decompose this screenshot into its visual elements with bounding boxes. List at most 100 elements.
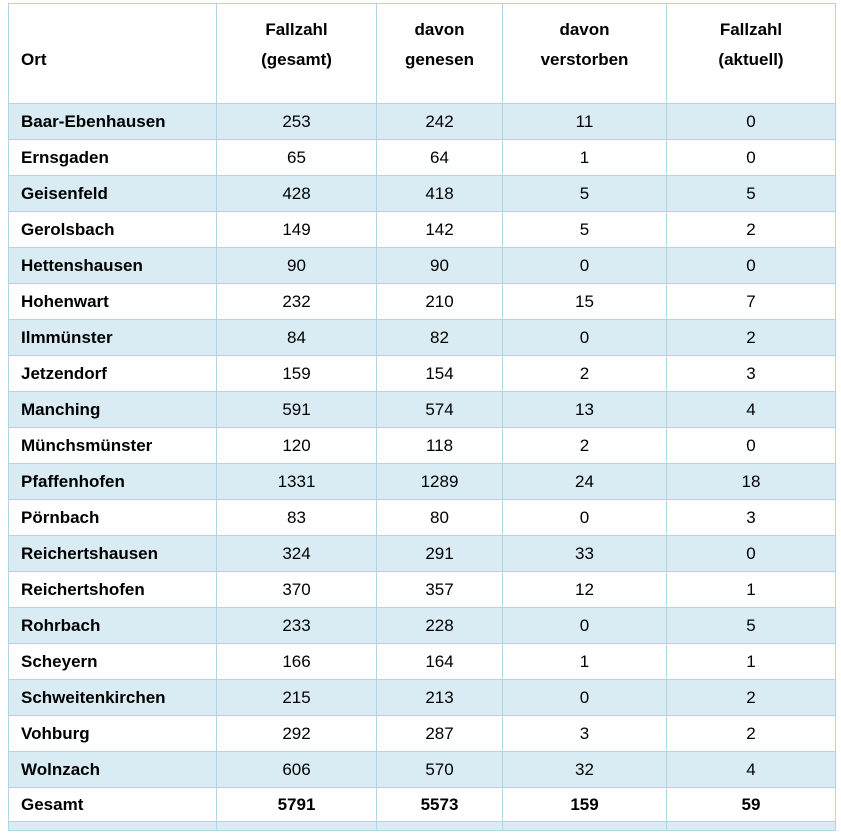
cell-ort: Geisenfeld: [8, 175, 217, 212]
table-row: Hettenshausen 90 90 0 0: [8, 247, 836, 284]
cell-empty: [666, 821, 836, 831]
cell-aktuell: 0: [666, 427, 836, 464]
cell-verstorben: 0: [502, 679, 667, 716]
cell-verstorben: 0: [502, 247, 667, 284]
cell-gesamt: 591: [216, 391, 377, 428]
cell-genesen: 90: [376, 247, 503, 284]
cell-gesamt: 232: [216, 283, 377, 320]
column-header-aktuell-line: Fallzahl: [719, 20, 783, 39]
cell-genesen: 570: [376, 751, 503, 788]
cell-ort: Ernsgaden: [8, 139, 217, 176]
column-header-gesamt-line: Fallzahl: [265, 20, 328, 39]
cell-ort: Vohburg: [8, 715, 217, 752]
cell-genesen: 1289: [376, 463, 503, 500]
cell-gesamt: 233: [216, 607, 377, 644]
cell-gesamt: 84: [216, 319, 377, 356]
cell-genesen: 5573: [376, 787, 503, 822]
cell-genesen: 242: [376, 103, 503, 140]
cell-verstorben: 159: [502, 787, 667, 822]
cell-verstorben: 5: [502, 211, 667, 248]
cell-aktuell: 2: [666, 715, 836, 752]
cell-genesen: 210: [376, 283, 503, 320]
cell-genesen: 142: [376, 211, 503, 248]
cell-ort: Hohenwart: [8, 283, 217, 320]
cell-gesamt: 5791: [216, 787, 377, 822]
cell-verstorben: 5: [502, 175, 667, 212]
cell-verstorben: 0: [502, 607, 667, 644]
cell-ort: Pörnbach: [8, 499, 217, 536]
cell-ort: Gesamt: [8, 787, 217, 822]
cell-ort: Ilmmünster: [8, 319, 217, 356]
cell-ort: Wolnzach: [8, 751, 217, 788]
cell-verstorben: 15: [502, 283, 667, 320]
cell-genesen: 118: [376, 427, 503, 464]
table-row: Vohburg 292 287 3 2: [8, 715, 836, 752]
table-row: Schweitenkirchen 215 213 0 2: [8, 679, 836, 716]
cell-gesamt: 90: [216, 247, 377, 284]
cell-genesen: 154: [376, 355, 503, 392]
cell-ort: Reichertshausen: [8, 535, 217, 572]
cell-ort: Hettenshausen: [8, 247, 217, 284]
cell-genesen: 291: [376, 535, 503, 572]
covid-cases-table: Ort Fallzahl (gesamt) davon genesen davon vers…: [8, 3, 836, 831]
cell-empty: [376, 821, 503, 831]
column-header-ort: Ort: [8, 3, 217, 104]
table-row: Wolnzach 606 570 32 4: [8, 751, 836, 788]
cell-aktuell: 5: [666, 175, 836, 212]
cell-verstorben: 12: [502, 571, 667, 608]
table-row: Hohenwart 232 210 15 7: [8, 283, 836, 320]
cell-empty: [216, 821, 377, 831]
cell-aktuell: 2: [666, 319, 836, 356]
cell-aktuell: 0: [666, 247, 836, 284]
table-row: Ernsgaden 65 64 1 0: [8, 139, 836, 176]
column-header-gesamt: Fallzahl (gesamt): [216, 3, 377, 104]
cell-aktuell: 4: [666, 391, 836, 428]
cell-genesen: 418: [376, 175, 503, 212]
cell-ort: Pfaffenhofen: [8, 463, 217, 500]
table-row: Baar-Ebenhausen 253 242 11 0: [8, 103, 836, 140]
cell-aktuell: 3: [666, 499, 836, 536]
cell-verstorben: 0: [502, 499, 667, 536]
column-header-genesen: davon genesen: [376, 3, 503, 104]
cell-gesamt: 120: [216, 427, 377, 464]
table-row: Manching 591 574 13 4: [8, 391, 836, 428]
column-header-ort-line: Ort: [21, 50, 47, 69]
cell-aktuell: 1: [666, 643, 836, 680]
cell-ort: Scheyern: [8, 643, 217, 680]
cell-verstorben: 2: [502, 355, 667, 392]
cell-ort: Jetzendorf: [8, 355, 217, 392]
cell-gesamt: 215: [216, 679, 377, 716]
cell-ort: Münchsmünster: [8, 427, 217, 464]
cell-verstorben: 0: [502, 319, 667, 356]
cell-ort: Gerolsbach: [8, 211, 217, 248]
cell-ort: Schweitenkirchen: [8, 679, 217, 716]
cell-ort: Manching: [8, 391, 217, 428]
cell-aktuell: 7: [666, 283, 836, 320]
cell-verstorben: 33: [502, 535, 667, 572]
cell-gesamt: 83: [216, 499, 377, 536]
table-row: Jetzendorf 159 154 2 3: [8, 355, 836, 392]
column-header-verstorben-line: verstorben: [540, 50, 629, 69]
cell-verstorben: 11: [502, 103, 667, 140]
cell-ort: Baar-Ebenhausen: [8, 103, 217, 140]
table-row: Scheyern 166 164 1 1: [8, 643, 836, 680]
table-header-row: Ort Fallzahl (gesamt) davon genesen davon vers…: [8, 3, 836, 104]
cell-gesamt: 292: [216, 715, 377, 752]
table-row: Pörnbach 83 80 0 3: [8, 499, 836, 536]
cell-genesen: 82: [376, 319, 503, 356]
cell-verstorben: 13: [502, 391, 667, 428]
cell-gesamt: 1331: [216, 463, 377, 500]
cell-genesen: 228: [376, 607, 503, 644]
cell-gesamt: 166: [216, 643, 377, 680]
cell-gesamt: 370: [216, 571, 377, 608]
column-header-verstorben-line: davon: [559, 20, 610, 39]
table-row: Reichertshausen 324 291 33 0: [8, 535, 836, 572]
table-row: Ilmmünster 84 82 0 2: [8, 319, 836, 356]
cell-aktuell: 0: [666, 103, 836, 140]
column-header-gesamt-line: (gesamt): [261, 50, 332, 69]
cell-genesen: 80: [376, 499, 503, 536]
cell-gesamt: 253: [216, 103, 377, 140]
cell-aktuell: 59: [666, 787, 836, 822]
table-total-row: Gesamt 5791 5573 159 59: [8, 787, 836, 822]
table-row: Pfaffenhofen 1331 1289 24 18: [8, 463, 836, 500]
